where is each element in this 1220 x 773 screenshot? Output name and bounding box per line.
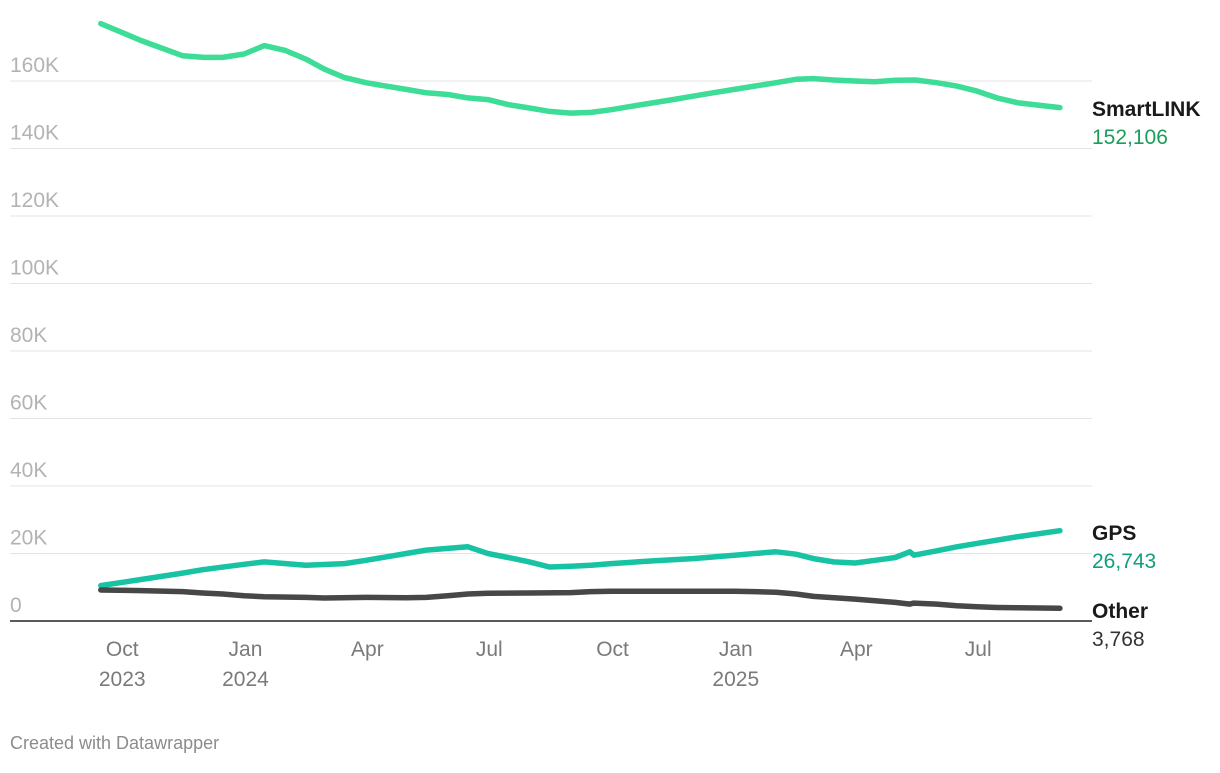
y-axis-ticks: 0 20K 40K 60K 80K 100K 120K 140K 160K — [10, 54, 59, 617]
x-tick-label: Jan — [229, 638, 263, 661]
series-line-other — [98, 587, 1063, 612]
x-axis-ticks: Oct 2023 Jan 2024 Apr Jul Oct Jan 2025 Apr Jul — [99, 638, 992, 691]
y-tick-label: 40K — [10, 459, 47, 482]
series-end-value: 26,743 — [1092, 550, 1156, 573]
x-tick-year-label: 2023 — [99, 668, 146, 691]
series-line-gps — [98, 527, 1063, 589]
y-tick-label: 100K — [10, 257, 59, 280]
gridlines — [10, 80, 1092, 622]
x-tick-year-label: 2024 — [222, 668, 269, 691]
end-labels: SmartLINK 152,106 GPS 26,743 Other 3,768 — [1092, 98, 1201, 651]
x-tick-label: Apr — [840, 638, 873, 661]
x-tick-label: Apr — [351, 638, 384, 661]
y-tick-label: 60K — [10, 392, 47, 415]
x-tick-year-label: 2025 — [712, 668, 759, 691]
y-tick-label: 120K — [10, 189, 59, 212]
x-tick-label: Oct — [106, 638, 139, 661]
y-tick-label: 0 — [10, 594, 22, 617]
series-line-smartlink — [98, 20, 1063, 116]
x-tick-label: Jan — [719, 638, 753, 661]
y-tick-label: 80K — [10, 324, 47, 347]
x-tick-label: Oct — [596, 638, 629, 661]
series-end-value: 152,106 — [1092, 126, 1168, 149]
y-tick-label: 20K — [10, 527, 47, 550]
series-name-label: SmartLINK — [1092, 98, 1201, 121]
y-tick-label: 140K — [10, 122, 59, 145]
credit-text[interactable]: Created with Datawrapper — [10, 733, 220, 753]
y-tick-label: 160K — [10, 54, 59, 77]
x-tick-label: Jul — [476, 638, 503, 661]
x-tick-label: Jul — [965, 638, 992, 661]
series-name-label: Other — [1092, 600, 1148, 623]
series-end-value: 3,768 — [1092, 628, 1145, 651]
series-name-label: GPS — [1092, 522, 1136, 545]
series-lines — [98, 20, 1063, 612]
